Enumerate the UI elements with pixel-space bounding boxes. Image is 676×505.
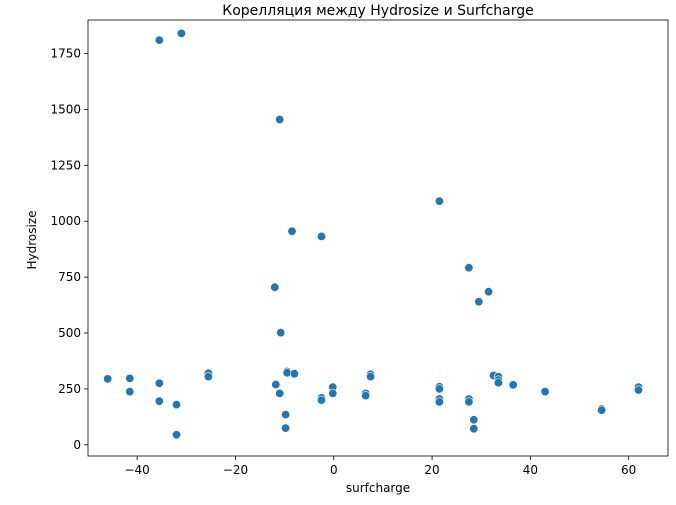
data-point (434, 196, 444, 206)
data-point (172, 430, 182, 440)
y-tick-label: 0 (73, 438, 81, 452)
y-tick-label: 750 (58, 270, 81, 284)
y-tick-label: 1500 (50, 102, 81, 116)
y-tick-label: 500 (58, 326, 81, 340)
data-point (289, 369, 299, 379)
data-point (103, 374, 113, 384)
y-tick-label: 1000 (50, 214, 81, 228)
axes-frame (87, 19, 669, 457)
y-tick-label: 1750 (50, 47, 81, 61)
data-point (275, 388, 285, 398)
x-tick-label: 60 (621, 463, 636, 477)
x-tick-label: 40 (523, 463, 538, 477)
data-point (154, 35, 164, 45)
data-point (328, 388, 338, 398)
x-tick-label: −20 (223, 463, 248, 477)
data-point (271, 379, 281, 389)
data-point (474, 297, 484, 307)
data-point (366, 372, 376, 382)
x-tick-label: −40 (124, 463, 149, 477)
data-point (176, 28, 186, 38)
x-tick-label: 0 (330, 463, 338, 477)
x-axis-label: surfcharge (346, 481, 410, 495)
data-point (281, 410, 291, 420)
y-axis-label: Hydrosize (25, 210, 39, 269)
data-point (464, 397, 474, 407)
data-point (154, 378, 164, 388)
data-point (434, 384, 444, 394)
data-point (154, 396, 164, 406)
x-axis: −40 −20 0 20 40 60 (124, 456, 636, 477)
chart-title: Корелляция между Hydrosize и Surfcharge (222, 3, 534, 19)
data-point (287, 226, 297, 236)
data-point (203, 372, 213, 382)
data-point (597, 405, 607, 415)
data-point (469, 415, 479, 425)
data-point (484, 287, 494, 297)
data-point (316, 231, 326, 241)
data-point (493, 378, 503, 388)
y-tick-label: 1250 (50, 158, 81, 172)
data-point (361, 391, 371, 401)
data-point (469, 424, 479, 434)
data-point (270, 282, 280, 292)
data-point (281, 423, 291, 433)
data-point (540, 387, 550, 397)
y-axis: 0 250 500 750 1000 1250 1500 1750 (50, 47, 88, 452)
x-tick-label: 20 (424, 463, 439, 477)
data-point (125, 387, 135, 397)
data-point (172, 400, 182, 410)
data-point (633, 385, 643, 395)
data-point (464, 263, 474, 273)
data-point (508, 380, 518, 390)
y-tick-label: 250 (58, 382, 81, 396)
data-point (316, 395, 326, 405)
data-point (434, 397, 444, 407)
data-point (276, 328, 286, 338)
data-point (125, 373, 135, 383)
data-point (275, 115, 285, 125)
plot-area (103, 28, 643, 440)
